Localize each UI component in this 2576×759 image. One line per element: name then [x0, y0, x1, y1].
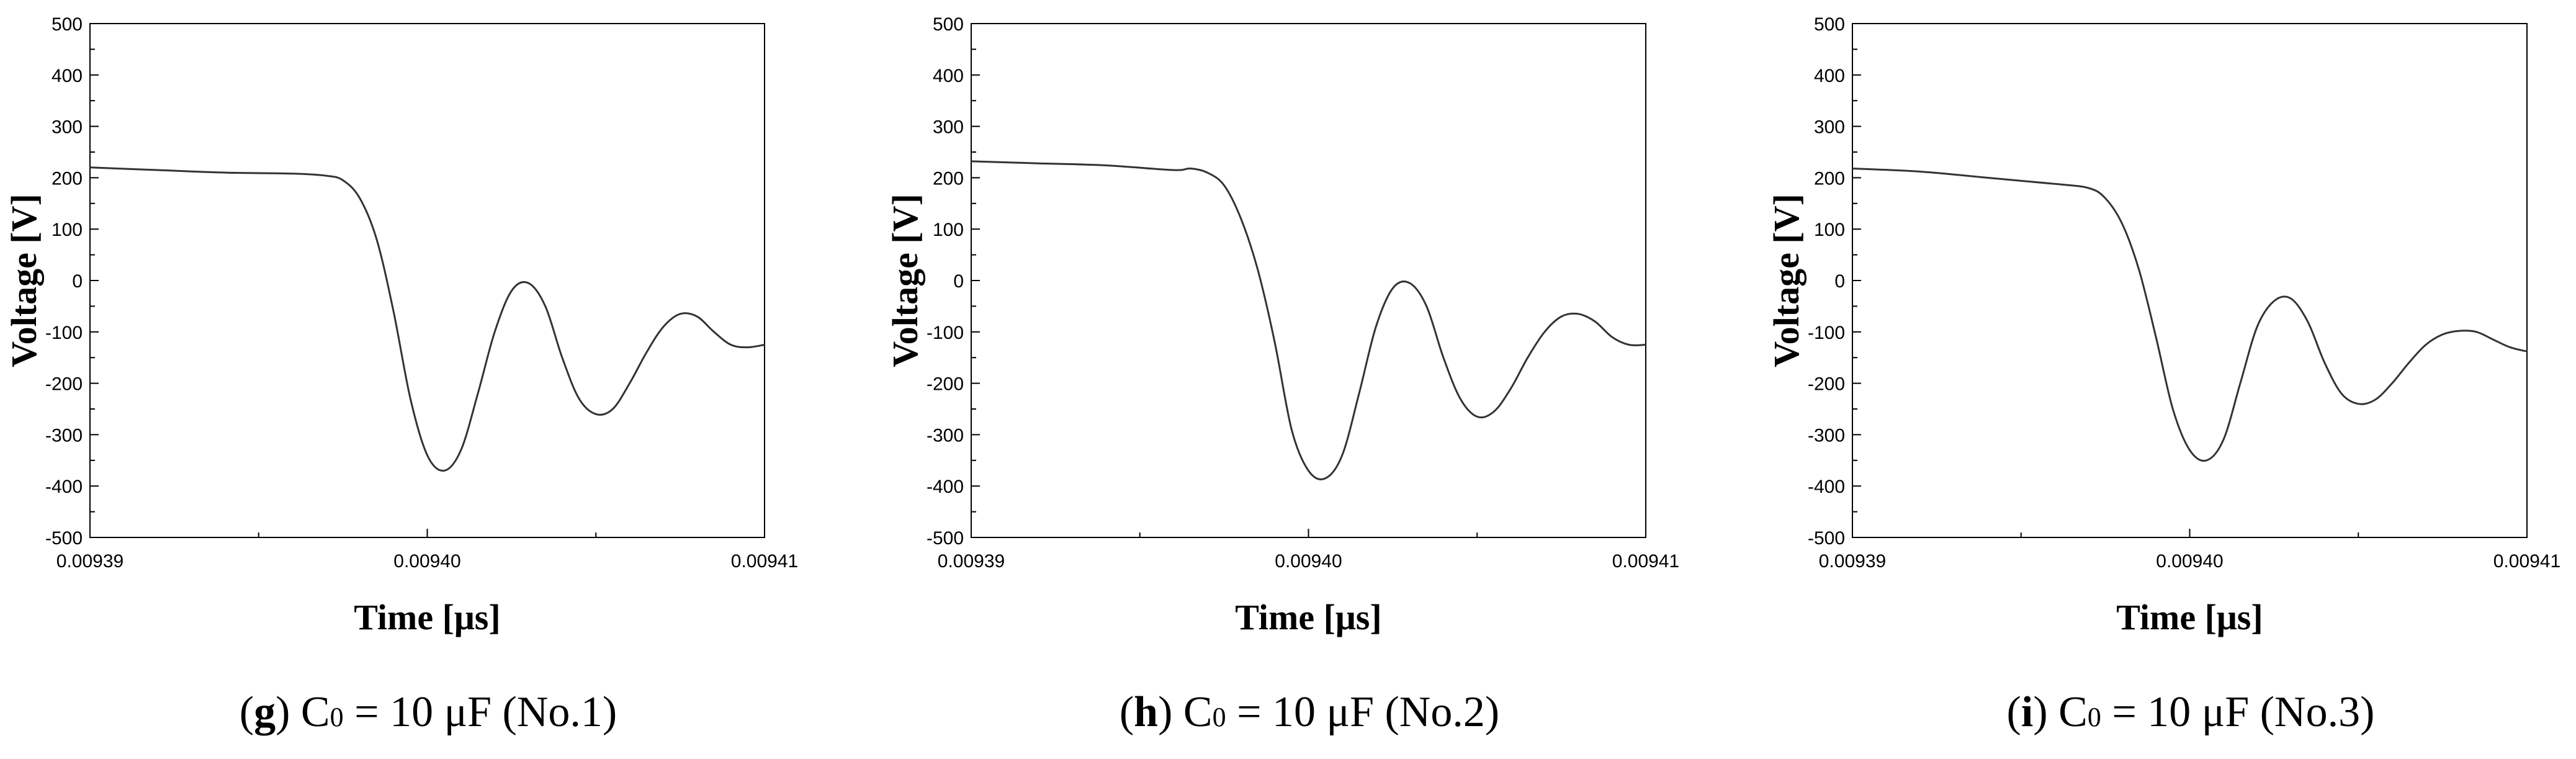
y-tick-label: 0 — [72, 271, 83, 292]
caption-subscript: 0 — [1212, 702, 1226, 732]
panel-g: 500 400 300 200 100 0 -100 -200 -300 -400 -500 0.00… — [0, 0, 856, 759]
voltage-series-line — [971, 160, 1646, 480]
plot-frame — [971, 23, 1646, 538]
caption-text-after: = 10 μF (No.1) — [343, 688, 617, 736]
voltage-series-line — [89, 166, 765, 472]
y-tick-label: 0 — [953, 271, 964, 292]
y-tick-label: -400 — [1808, 477, 1845, 497]
y-tick-label: -100 — [45, 323, 83, 343]
caption-text-before: ) C — [276, 688, 330, 736]
y-tick-label: -200 — [1808, 374, 1845, 395]
y-tick-label: -100 — [1808, 323, 1845, 343]
y-tick-label: -500 — [927, 528, 964, 549]
y-tick-label: 400 — [933, 66, 964, 86]
caption-letter: g — [254, 688, 276, 736]
x-tick-label: 0.00940 — [1275, 551, 1342, 572]
y-tick-label: 400 — [52, 66, 83, 86]
y-tick-label: 500 — [933, 14, 964, 35]
plot-frame — [89, 23, 765, 538]
x-tick-label: 0.00939 — [56, 551, 123, 572]
y-tick-label: 300 — [1814, 117, 1845, 138]
caption-i: (i) C0 = 10 μF (No.3) — [2006, 688, 2375, 736]
y-tick-label: 200 — [933, 168, 964, 189]
x-axis-label: Time [μs] — [354, 597, 500, 637]
caption-text-before: ) C — [1158, 688, 1213, 736]
caption-h: (h) C0 = 10 μF (No.2) — [1119, 688, 1500, 736]
y-tick-label: 200 — [1814, 168, 1845, 189]
y-axis-label: Voltage [V] — [4, 194, 44, 367]
chart-i: 5004003002001000-100-200-300-400-5000.00… — [1766, 14, 2560, 637]
y-tick-label: -400 — [927, 477, 964, 497]
x-tick-label: 0.00941 — [2493, 551, 2560, 572]
x-tick-label: 0.00941 — [1612, 551, 1679, 572]
y-axis-label: Voltage [V] — [1766, 194, 1806, 367]
x-tick-label: 0.00940 — [393, 551, 460, 572]
y-tick-label: 100 — [933, 220, 964, 240]
x-axis-label: Time [μs] — [1235, 597, 1381, 637]
y-tick-label: -200 — [45, 374, 83, 395]
y-tick-label: -500 — [1808, 528, 1845, 549]
caption-letter: i — [2021, 688, 2034, 736]
x-tick-label: 0.00939 — [1819, 551, 1886, 572]
y-tick-label: 300 — [933, 117, 964, 138]
caption-letter: h — [1134, 688, 1159, 736]
y-tick-label: -300 — [45, 425, 83, 446]
y-axis-label: Voltage [V] — [885, 194, 925, 367]
chart-g: 5004003002001000-100-200-300-400-5000.00… — [4, 14, 798, 637]
y-tick-label: 200 — [52, 168, 83, 189]
y-tick-label: -300 — [1808, 425, 1845, 446]
y-tick-label: 500 — [52, 14, 83, 35]
y-tick-label: -100 — [927, 323, 964, 343]
x-tick-label: 0.00939 — [938, 551, 1005, 572]
y-tick-label: 100 — [1814, 220, 1845, 240]
y-tick-label: 500 — [1814, 14, 1845, 35]
y-tick-label: -200 — [927, 374, 964, 395]
y-tick-label: -400 — [45, 477, 83, 497]
caption-text-before: ) C — [2033, 688, 2088, 736]
y-tick-label: 400 — [1814, 66, 1845, 86]
panel-h: 500 400 300 200 100 0 -100 -200 -300 -400 -500 0.00… — [881, 0, 1738, 759]
caption-subscript: 0 — [2087, 702, 2101, 732]
chart-h: 5004003002001000-100-200-300-400-5000.00… — [885, 14, 1679, 637]
caption-g: (g) C0 = 10 μF (No.1) — [239, 688, 617, 736]
y-tick-label: 300 — [52, 117, 83, 138]
plot-frame — [1852, 23, 2528, 538]
y-tick-label: 0 — [1834, 271, 1845, 292]
y-tick-label: -300 — [927, 425, 964, 446]
caption-subscript: 0 — [330, 702, 344, 732]
x-tick-label: 0.00941 — [731, 551, 798, 572]
x-axis-label: Time [μs] — [2116, 597, 2263, 637]
panel-i: 500 400 300 200 100 0 -100 -200 -300 -400 -500 0.00… — [1762, 0, 2576, 759]
y-tick-label: -500 — [45, 528, 83, 549]
voltage-series-line — [1852, 168, 2528, 462]
x-tick-label: 0.00940 — [2156, 551, 2223, 572]
caption-text-after: = 10 μF (No.2) — [1226, 688, 1500, 736]
caption-text-after: = 10 μF (No.3) — [2101, 688, 2375, 736]
y-tick-label: 100 — [52, 220, 83, 240]
